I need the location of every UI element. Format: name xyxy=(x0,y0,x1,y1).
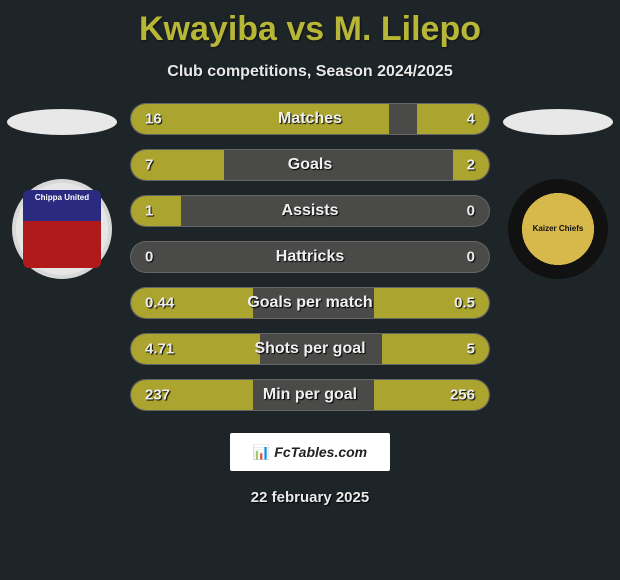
page-title: Kwayiba vs M. Lilepo xyxy=(0,0,620,49)
subtitle: Club competitions, Season 2024/2025 xyxy=(0,63,620,81)
stat-value-right: 4 xyxy=(467,111,475,128)
stat-row: 4.71 5 Shots per goal xyxy=(130,333,490,365)
stat-value-right: 2 xyxy=(467,157,475,174)
club-name-right: Kaizer Chiefs xyxy=(533,225,584,234)
stat-row: 16 4 Matches xyxy=(130,103,490,135)
stat-value-right: 0.5 xyxy=(454,295,475,312)
stat-value-right: 0 xyxy=(467,249,475,266)
stat-value-left: 0 xyxy=(145,249,153,266)
stat-label: Shots per goal xyxy=(254,340,365,358)
stat-label: Goals per match xyxy=(247,294,372,312)
stat-value-left: 237 xyxy=(145,387,170,404)
stat-label: Hattricks xyxy=(276,248,344,266)
site-logo[interactable]: 📊 FcTables.com xyxy=(230,433,390,471)
chart-icon: 📊 xyxy=(253,444,270,461)
stat-fill-right xyxy=(417,104,489,134)
stat-label: Goals xyxy=(288,156,332,174)
stat-label: Assists xyxy=(282,202,339,220)
stat-label: Matches xyxy=(278,110,342,128)
stat-value-left: 16 xyxy=(145,111,162,128)
player-right-name-plate xyxy=(503,109,613,135)
club-badge-inner-left: Chippa United xyxy=(23,190,101,268)
club-name-left: Chippa United xyxy=(35,194,89,203)
stat-value-right: 256 xyxy=(450,387,475,404)
club-badge-inner-right: Kaizer Chiefs xyxy=(522,193,594,265)
date-text: 22 february 2025 xyxy=(0,489,620,506)
player-left-name-plate xyxy=(7,109,117,135)
stat-value-left: 1 xyxy=(145,203,153,220)
player-right-club-badge: Kaizer Chiefs xyxy=(508,179,608,279)
stat-row: 1 0 Assists xyxy=(130,195,490,227)
stat-value-right: 0 xyxy=(467,203,475,220)
stat-value-left: 7 xyxy=(145,157,153,174)
stat-fill-left xyxy=(131,104,389,134)
stat-row: 7 2 Goals xyxy=(130,149,490,181)
player-right-column: Kaizer Chiefs xyxy=(498,103,618,279)
stat-label: Min per goal xyxy=(263,386,357,404)
stat-value-left: 0.44 xyxy=(145,295,174,312)
stat-value-right: 5 xyxy=(467,341,475,358)
comparison-panel: Chippa United 16 4 Matches 7 2 Goals 1 0 Assists… xyxy=(0,103,620,411)
stat-row: 0 0 Hattricks xyxy=(130,241,490,273)
stat-row: 0.44 0.5 Goals per match xyxy=(130,287,490,319)
stat-row: 237 256 Min per goal xyxy=(130,379,490,411)
stat-fill-left xyxy=(131,196,181,226)
stat-bars: 16 4 Matches 7 2 Goals 1 0 Assists 0 0 Hattricks 0.4… xyxy=(130,103,490,411)
site-logo-text: FcTables.com xyxy=(274,444,367,460)
player-left-club-badge: Chippa United xyxy=(12,179,112,279)
stat-value-left: 4.71 xyxy=(145,341,174,358)
player-left-column: Chippa United xyxy=(2,103,122,279)
